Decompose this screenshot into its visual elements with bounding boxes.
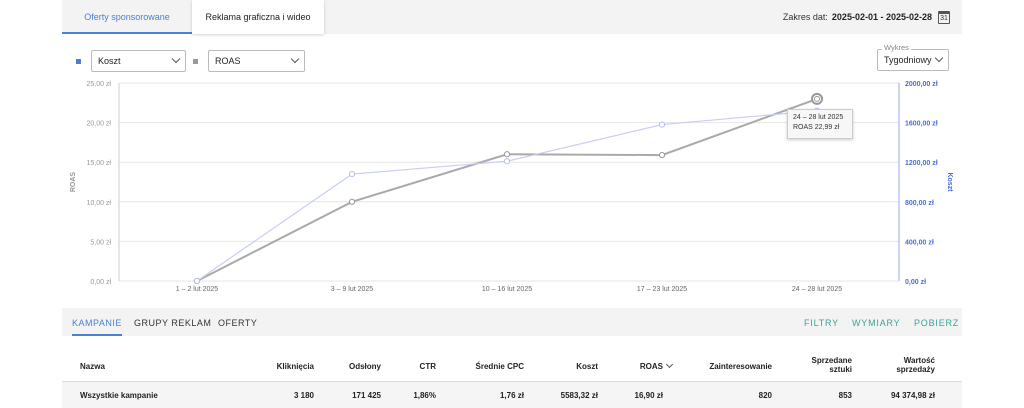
x-tick-label: 24 – 28 lut 2025 (792, 286, 842, 293)
left-tick-label: 25,00 zł (86, 81, 111, 88)
cell-interest: 820 (758, 391, 772, 400)
subtab-ad-groups[interactable]: GRUPY REKLAM (134, 318, 212, 328)
date-range-label: Zakres dat: (782, 12, 828, 22)
sort-chevron-icon (665, 360, 674, 369)
data-point-koszt (348, 170, 356, 178)
data-point-roas (348, 198, 356, 205)
chevron-down-icon (934, 53, 944, 63)
right-tick-label: 0,00 zł (905, 279, 926, 286)
data-point-highlight (814, 95, 820, 102)
chart-tooltip: 24 – 28 lut 2025 ROAS 22,99 zł (787, 109, 853, 139)
tooltip-date: 24 – 28 lut 2025 (793, 114, 844, 121)
right-tick-label: 2000,00 zł (905, 81, 938, 88)
right-tick-label: 1200,00 zł (905, 160, 938, 167)
data-point-koszt (193, 277, 201, 285)
series-line-roas (196, 97, 818, 282)
x-tick-label: 17 – 23 lut 2025 (637, 286, 687, 293)
page: Oferty sponsorowane Reklama graficzna i … (62, 0, 962, 408)
metric2-value: ROAS (215, 56, 241, 66)
cell-impressions: 171 425 (352, 391, 381, 400)
cell-cost: 5583,32 zł (560, 391, 598, 400)
chevron-down-icon (171, 54, 181, 64)
cell-ctr: 1,86% (413, 391, 436, 400)
col-sales-value-l1: Wartość (903, 356, 935, 365)
tooltip-value: ROAS 22,99 zł (793, 124, 840, 131)
col-avg-cpc[interactable]: Średnie CPC (475, 362, 524, 371)
koszt-legend-square (76, 59, 81, 64)
left-tick-label: 5,00 zł (90, 239, 111, 246)
data-point-roas (503, 151, 511, 158)
chart-period-value: Tygodniowy (884, 55, 932, 65)
table-header: Nazwa Kliknięcia Odsłony CTR Średnie CPC… (62, 352, 962, 382)
cell-roas: 16,90 zł (634, 391, 663, 400)
cell-avg-cpc: 1,76 zł (499, 391, 524, 400)
right-axis-title: Koszt (946, 172, 953, 192)
date-range-picker[interactable]: Zakres dat: 2025-02-01 - 2025-02-28 31 (783, 0, 950, 34)
col-impressions[interactable]: Odsłony (348, 362, 381, 371)
line-chart: 0,00 zł 0,00 zł 5,00 zł 400,00 zł 10,00 zł 80… (70, 81, 953, 293)
col-sold-units-l2: sztuki (829, 365, 852, 374)
tab-display-video[interactable]: Reklama graficzna i wideo (192, 0, 324, 34)
cell-clicks: 3 180 (293, 391, 314, 400)
left-tick-label: 20,00 zł (86, 121, 111, 128)
col-sales-value[interactable]: Wartość sprzedaży (896, 356, 935, 374)
subtab-offers[interactable]: OFERTY (218, 318, 258, 328)
date-range-value: 2025-02-01 - 2025-02-28 (831, 12, 932, 22)
col-clicks[interactable]: Kliknięcia (276, 362, 314, 371)
dimensions-button[interactable]: WYMIARY (852, 318, 901, 328)
left-tick-label: 0,00 zł (90, 279, 111, 286)
col-sold-units-l1: Sprzedane (811, 356, 852, 365)
filters-button[interactable]: FILTRY (804, 318, 839, 328)
chart-period-label: Wykres (882, 43, 911, 52)
roas-legend-square (193, 59, 198, 64)
col-cost[interactable]: Koszt (576, 362, 598, 371)
right-tick-label: 800,00 zł (905, 200, 934, 207)
data-point-koszt (503, 158, 511, 165)
metric2-select[interactable]: ROAS (208, 50, 305, 72)
x-tick-label: 3 – 9 lut 2025 (331, 286, 374, 293)
col-roas-label: ROAS (639, 362, 663, 371)
subtab-campaigns[interactable]: KAMPANIE (72, 308, 122, 336)
x-tick-label: 10 – 16 lut 2025 (482, 286, 532, 293)
right-tick-label: 1600,00 zł (905, 121, 938, 128)
download-button[interactable]: POBIERZ (914, 318, 960, 328)
left-tick-label: 15,00 zł (86, 160, 111, 167)
top-tab-bar: Oferty sponsorowane Reklama graficzna i … (62, 0, 962, 34)
tab-sponsored-offers[interactable]: Oferty sponsorowane (62, 0, 192, 34)
col-sales-value-l2: sprzedaży (896, 365, 935, 374)
cell-name: Wszystkie kampanie (80, 391, 158, 400)
x-tick-label: 1 – 2 lut 2025 (176, 286, 219, 293)
col-sold-units[interactable]: Sprzedane sztuki (812, 356, 852, 374)
right-tick-label: 400,00 zł (905, 239, 934, 246)
col-roas[interactable]: ROAS (639, 360, 674, 371)
chart-period-select[interactable]: Tygodniowy (877, 49, 949, 71)
metric1-value: Koszt (98, 56, 121, 66)
col-interest[interactable]: Zainteresowanie (709, 362, 772, 371)
calendar-icon[interactable]: 31 (938, 10, 950, 24)
chevron-down-icon (290, 54, 300, 64)
metric1-select[interactable]: Koszt (91, 50, 186, 72)
data-point-koszt (658, 121, 666, 128)
table-row[interactable]: Wszystkie kampanie 3 180 171 425 1,86% 1… (62, 382, 962, 408)
cell-sold-units: 853 (838, 391, 852, 400)
series-line-koszt (196, 110, 818, 282)
left-tick-label: 10,00 zł (86, 200, 111, 207)
left-axis-title: ROAS (70, 172, 77, 193)
table-toolbar: KAMPANIE GRUPY REKLAM OFERTY FILTRY WYMI… (62, 308, 962, 336)
col-ctr[interactable]: CTR (419, 362, 436, 371)
data-point-roas (658, 151, 666, 159)
cell-sales-value: 94 374,98 zł (890, 391, 935, 400)
col-name[interactable]: Nazwa (80, 362, 105, 371)
